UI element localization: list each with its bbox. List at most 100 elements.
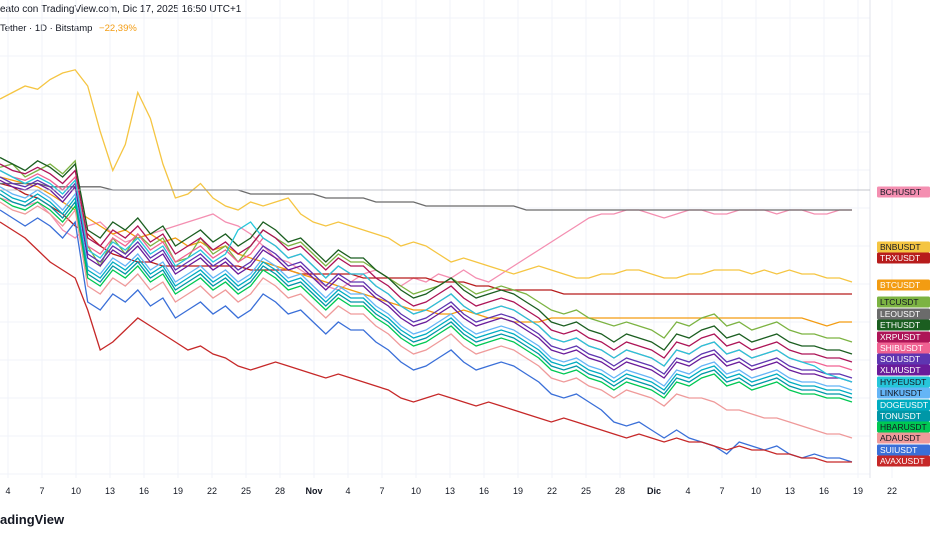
price-tag-box	[877, 296, 930, 308]
price-tag-ethusdt[interactable]: ETHUSDT	[877, 319, 930, 331]
series-line-xlmusdt[interactable]	[0, 179, 853, 383]
price-tag-box	[877, 279, 930, 291]
price-tag-xrpusdt[interactable]: XRPUSDT	[877, 331, 930, 343]
series-line-trxusdt[interactable]	[0, 182, 852, 295]
x-tick-label: 25	[581, 486, 591, 496]
price-tag-box	[877, 308, 930, 320]
price-tag-adausdt[interactable]: ADAUSDT	[877, 432, 930, 444]
x-tick-label: 19	[173, 486, 183, 496]
x-tick-label: 16	[139, 486, 149, 496]
price-tag-bchusdt[interactable]: BCHUSDT	[877, 186, 930, 198]
price-tag-label: BNBUSDT	[880, 242, 921, 252]
price-tag-trxusdt[interactable]: TRXUSDT	[877, 252, 930, 264]
price-tag-label: SUIUSDT	[880, 445, 917, 455]
x-tick-label: 19	[513, 486, 523, 496]
x-tick-label: Nov	[305, 486, 322, 496]
price-tag-label: TONUSDT	[880, 411, 921, 421]
x-tick-label: 22	[207, 486, 217, 496]
price-tag-box	[877, 399, 930, 411]
chart-header-title: eato con TradingView.com, Dic 17, 2025 1…	[0, 4, 242, 15]
price-tag-label: HBARUSDT	[880, 422, 927, 432]
series-line-ltcusdt[interactable]	[0, 159, 853, 343]
series-line-tonusdt[interactable]	[0, 193, 853, 399]
x-tick-label: 22	[547, 486, 557, 496]
price-tag-dogeusdt[interactable]: DOGEUSDT	[877, 399, 930, 411]
series-line-ethusdt[interactable]	[0, 156, 853, 355]
series-line-hbarusdt[interactable]	[0, 197, 853, 403]
price-tag-label: BCHUSDT	[880, 187, 921, 197]
price-tag-linkusdt[interactable]: LINKUSDT	[877, 387, 930, 399]
price-tag-label: DOGEUSDT	[880, 400, 928, 410]
price-tag-label: AVAXUSDT	[880, 456, 925, 466]
price-tag-label: ETHUSDT	[880, 320, 920, 330]
price-tag-box	[877, 186, 930, 198]
x-tick-label: 13	[785, 486, 795, 496]
x-tick-label: 4	[5, 486, 10, 496]
price-tag-box	[877, 252, 930, 264]
series-line-xrpusdt[interactable]	[0, 163, 853, 363]
price-tag-label: LEOUSDT	[880, 309, 920, 319]
x-tick-label: 19	[853, 486, 863, 496]
price-tag-label: SOLUSDT	[880, 354, 920, 364]
price-tag-tonusdt[interactable]: TONUSDT	[877, 410, 930, 422]
x-tick-label: Dic	[647, 486, 661, 496]
x-tick-label: 16	[819, 486, 829, 496]
price-tag-box	[877, 410, 930, 422]
series-line-solusdt[interactable]	[0, 176, 853, 379]
price-tag-avaxusdt[interactable]: AVAXUSDT	[877, 455, 930, 467]
price-tag-box	[877, 387, 930, 399]
price-tag-leousdt[interactable]: LEOUSDT	[877, 308, 930, 320]
chart-series-lines	[0, 69, 853, 463]
x-tick-label: 22	[887, 486, 897, 496]
legend-change: −22,39%	[99, 23, 137, 34]
series-line-linkusdt[interactable]	[0, 186, 853, 391]
price-tag-box	[877, 331, 930, 343]
series-line-adausdt[interactable]	[0, 201, 853, 439]
price-tag-label: BTCUSDT	[880, 280, 920, 290]
price-tag-hbarusdt[interactable]: HBARUSDT	[877, 421, 930, 433]
x-tick-label: 13	[105, 486, 115, 496]
legend-symbol: Tether · 1D · Bitstamp	[0, 23, 93, 34]
price-tag-ltcusdt[interactable]: LTCUSDT	[877, 296, 930, 308]
price-tag-label: TRXUSDT	[880, 253, 920, 263]
chart-grid	[0, 0, 893, 478]
series-line-hypeusdt[interactable]	[0, 169, 853, 383]
x-tick-label: 13	[445, 486, 455, 496]
price-tag-box	[877, 353, 930, 365]
price-tag-hypeusdt[interactable]: HYPEUSDT	[877, 376, 930, 388]
price-tag-box	[877, 376, 930, 388]
price-tag-label: XLMUSDT	[880, 365, 921, 375]
price-tag-bnbusdt[interactable]: BNBUSDT	[877, 241, 930, 253]
x-tick-label: 4	[685, 486, 690, 496]
price-tag-label: HYPEUSDT	[880, 377, 926, 387]
price-tag-box	[877, 444, 930, 456]
series-line-bnbusdt[interactable]	[0, 69, 853, 283]
price-tag-btcusdt[interactable]: BTCUSDT	[877, 279, 930, 291]
x-tick-label: 16	[479, 486, 489, 496]
price-tag-box	[877, 319, 930, 331]
x-tick-label: 4	[345, 486, 350, 496]
series-line-dogeusdt[interactable]	[0, 189, 853, 395]
x-tick-label: 7	[719, 486, 724, 496]
price-tag-suiusdt[interactable]: SUIUSDT	[877, 444, 930, 456]
x-tick-label: 10	[71, 486, 81, 496]
price-tag-label: LINKUSDT	[880, 388, 922, 398]
series-line-avaxusdt[interactable]	[0, 221, 852, 463]
price-tag-box	[877, 241, 930, 253]
x-tick-label: 25	[241, 486, 251, 496]
x-tick-label: 10	[751, 486, 761, 496]
price-tag-label: SHIBUSDT	[880, 343, 923, 353]
price-tag-label: LTCUSDT	[880, 297, 919, 307]
x-tick-label: 7	[379, 486, 384, 496]
price-tag-xlmusdt[interactable]: XLMUSDT	[877, 364, 930, 376]
symbol-legend[interactable]: Tether · 1D · Bitstamp −22,39%	[0, 23, 137, 34]
series-line-leousdt[interactable]	[0, 182, 852, 211]
price-tag-solusdt[interactable]: SOLUSDT	[877, 353, 930, 365]
x-tick-label: 28	[275, 486, 285, 496]
price-tag-shibusdt[interactable]: SHIBUSDT	[877, 342, 930, 354]
price-tag-box	[877, 455, 930, 467]
price-tag-box	[877, 432, 930, 444]
x-tick-label: 28	[615, 486, 625, 496]
